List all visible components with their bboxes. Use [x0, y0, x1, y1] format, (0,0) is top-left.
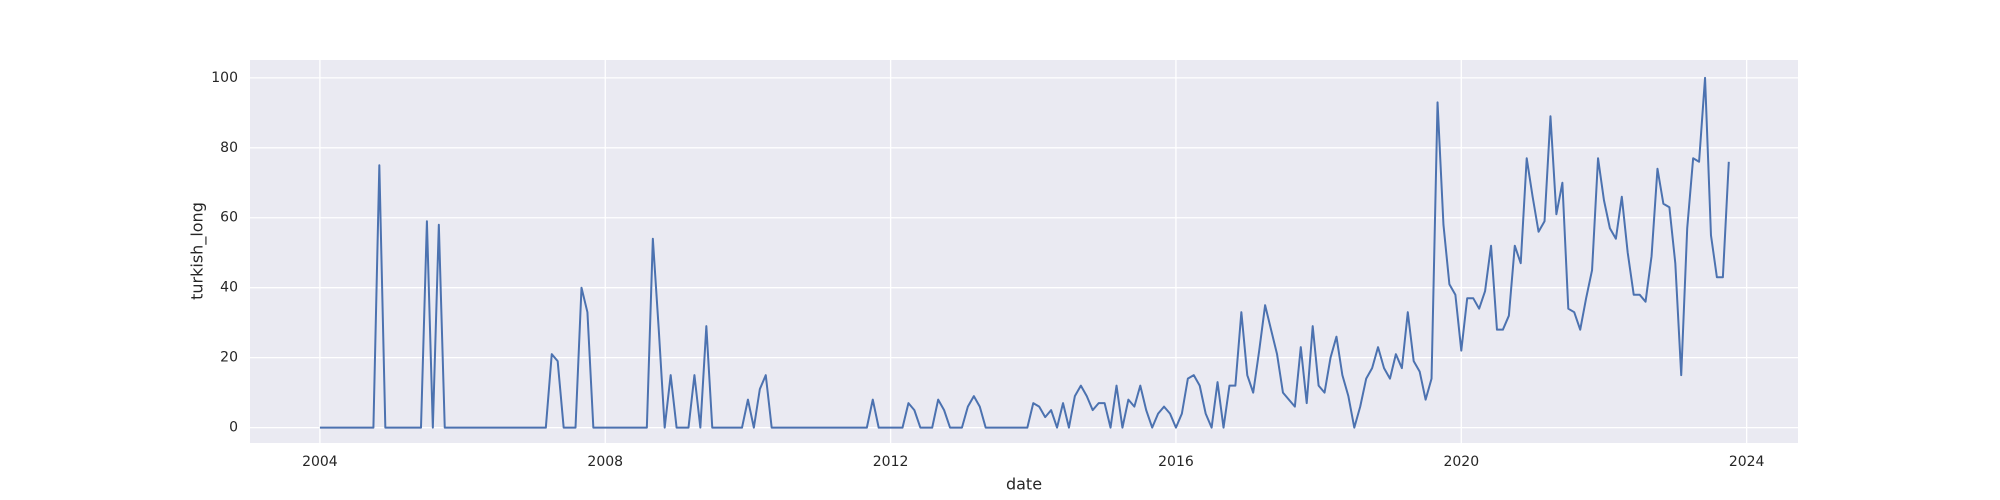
- x-tick-label: 2012: [873, 454, 909, 470]
- y-axis-label: turkish_long: [188, 202, 208, 300]
- y-tick-label: 60: [220, 210, 238, 226]
- x-axis-label: date: [1006, 475, 1042, 494]
- y-tick-label: 0: [229, 420, 238, 436]
- data-line: [319, 76, 1730, 429]
- y-tick-label: 100: [211, 70, 238, 86]
- x-tick-label: 2020: [1443, 454, 1479, 470]
- x-tick-label: 2024: [1729, 454, 1765, 470]
- x-tick-label: 2004: [302, 454, 338, 470]
- y-tick-label: 80: [220, 140, 238, 156]
- x-tick-label: 2016: [1158, 454, 1194, 470]
- x-tick-label: 2008: [587, 454, 623, 470]
- y-tick-label: 40: [220, 280, 238, 296]
- plot-area: [250, 60, 1798, 443]
- y-tick-label: 20: [220, 350, 238, 366]
